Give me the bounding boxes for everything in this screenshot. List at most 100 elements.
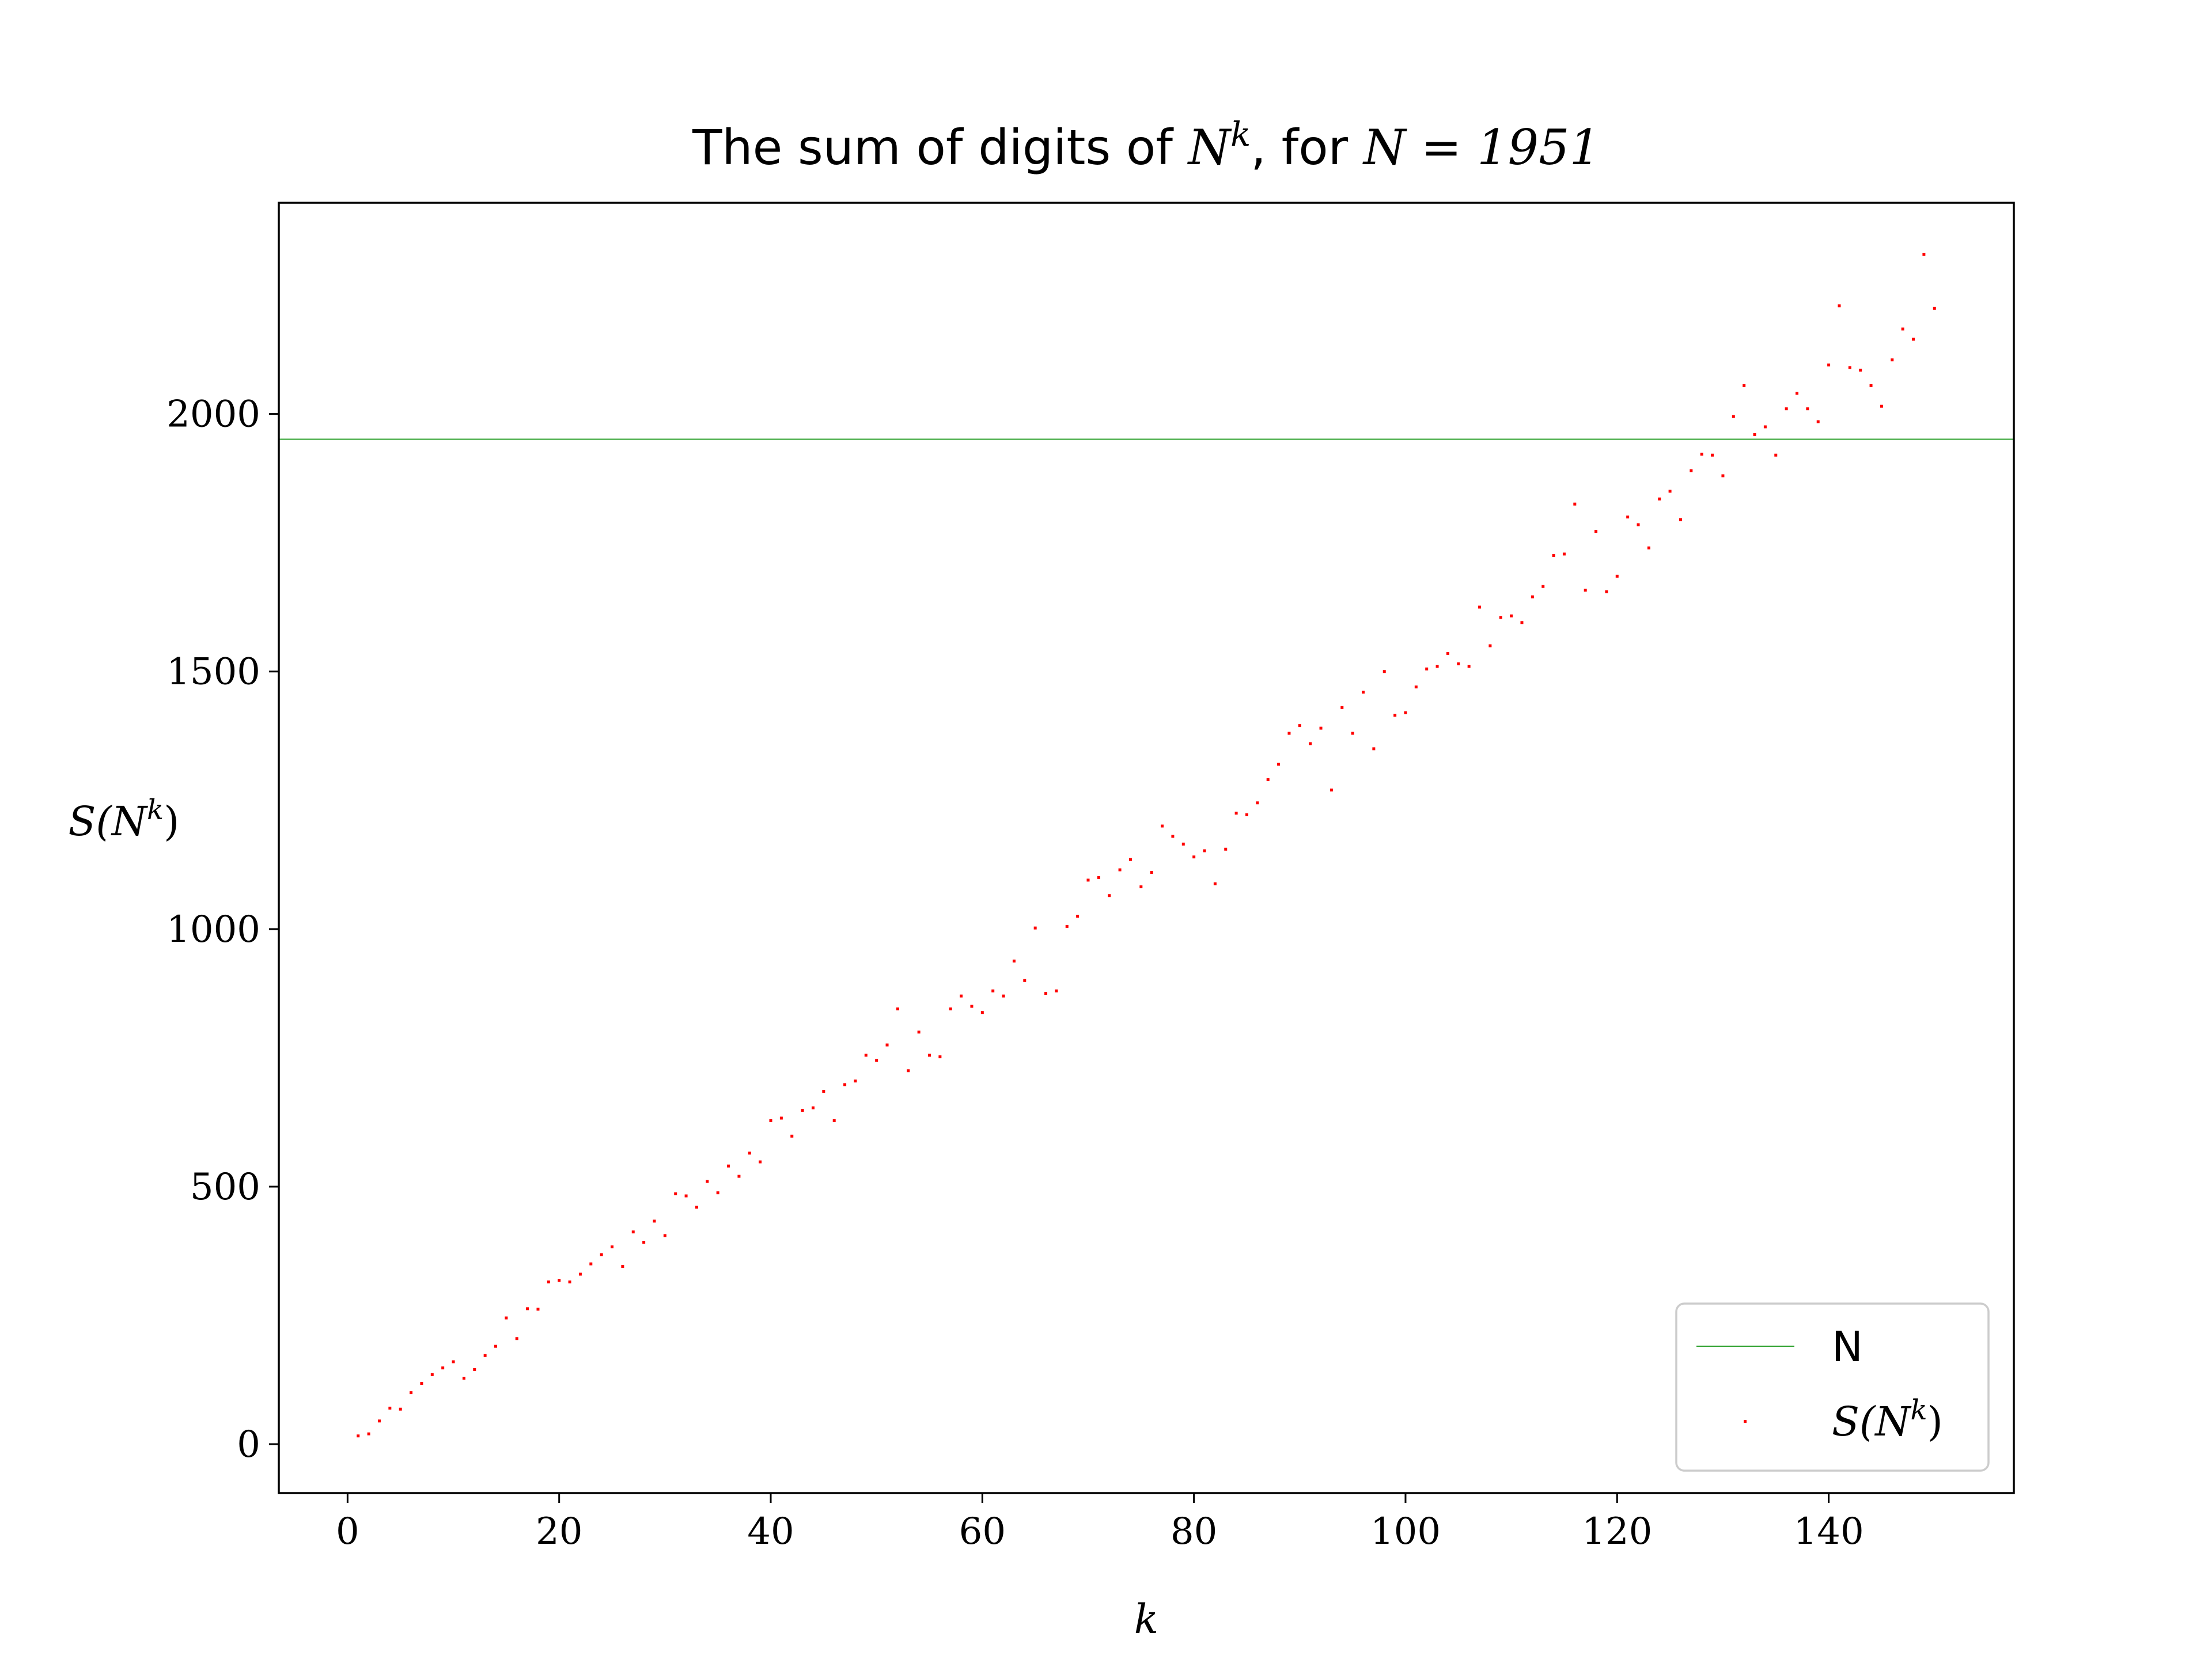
data-point (1171, 835, 1175, 838)
data-point (1552, 554, 1555, 558)
data-point (748, 1152, 751, 1155)
data-point (1234, 812, 1238, 815)
data-point (473, 1368, 476, 1371)
x-tick-label: 0 (336, 1510, 359, 1553)
data-point (991, 989, 995, 993)
legend: N S(Nk) (1675, 1302, 1990, 1472)
data-point (706, 1180, 709, 1183)
legend-label-series: S(Nk) (1832, 1394, 1943, 1445)
data-point (388, 1406, 392, 1410)
data-point (1181, 842, 1185, 846)
title-eq: N = 1951 (1362, 119, 1600, 176)
data-point (1838, 304, 1841, 308)
data-point (1488, 644, 1492, 647)
data-point (430, 1373, 434, 1376)
data-point (1404, 711, 1407, 714)
x-tick-label: 80 (1171, 1510, 1217, 1553)
data-point (1562, 552, 1566, 556)
data-point (1044, 992, 1048, 995)
data-point (589, 1262, 593, 1266)
data-point (1277, 763, 1281, 766)
data-point (1774, 453, 1778, 457)
data-point (949, 1007, 952, 1010)
data-point (568, 1280, 571, 1283)
title-exp: k (1230, 115, 1251, 154)
data-point (410, 1391, 413, 1395)
data-point (737, 1175, 741, 1178)
data-point (1584, 588, 1587, 592)
data-point (907, 1069, 910, 1073)
data-point (1065, 925, 1069, 928)
data-point (1012, 959, 1016, 963)
x-tick-label: 120 (1582, 1510, 1652, 1553)
data-point (769, 1119, 772, 1122)
legend-series-close: ) (1927, 1398, 1943, 1445)
data-point (377, 1419, 381, 1423)
data-point (653, 1219, 656, 1223)
data-point (684, 1194, 688, 1198)
data-point (1637, 523, 1640, 527)
data-point (1203, 849, 1206, 853)
data-point (1647, 546, 1650, 550)
data-point (896, 1007, 899, 1010)
y-label-exp: k (147, 794, 164, 826)
data-point (1213, 882, 1217, 885)
data-point (1002, 994, 1005, 998)
data-point (980, 1011, 984, 1014)
y-tick-label: 1000 (166, 908, 260, 951)
data-point (1711, 453, 1714, 457)
data-point (1912, 338, 1915, 341)
data-point (1150, 870, 1153, 874)
data-point (1287, 732, 1291, 735)
data-point (1531, 595, 1534, 599)
data-point (452, 1360, 455, 1363)
y-tick-label: 1500 (166, 651, 260, 694)
x-axis-ticks: 0 20 40 60 80 100 120 140 (336, 1493, 1864, 1553)
data-point (1785, 407, 1788, 411)
data-point (917, 1031, 921, 1034)
data-point (1382, 670, 1386, 673)
data-point (970, 1005, 974, 1008)
data-point (1055, 989, 1058, 993)
data-point (1467, 665, 1471, 668)
data-point (1848, 366, 1851, 369)
data-point (1658, 497, 1661, 501)
data-point (1192, 855, 1196, 859)
data-point (885, 1043, 889, 1047)
data-point (674, 1192, 677, 1195)
x-tick-label: 140 (1794, 1510, 1864, 1553)
data-point (399, 1407, 402, 1411)
legend-marker-swatch (1744, 1420, 1747, 1423)
data-point (695, 1206, 698, 1209)
data-point (1457, 662, 1460, 665)
data-point (1351, 732, 1354, 735)
data-point (811, 1106, 815, 1109)
data-point (1266, 778, 1270, 782)
data-point (367, 1432, 370, 1435)
data-point (1922, 252, 1926, 256)
data-point (1245, 813, 1248, 816)
data-point (1827, 363, 1831, 367)
data-point (1869, 384, 1873, 387)
data-point (494, 1344, 497, 1348)
data-point (1478, 605, 1482, 609)
data-point (1796, 392, 1798, 395)
data-point (1425, 667, 1429, 671)
data-point (759, 1160, 762, 1164)
data-point (1721, 474, 1725, 478)
data-point (875, 1059, 878, 1062)
data-point (357, 1434, 360, 1438)
y-tick-label: 2000 (166, 393, 260, 436)
data-point (1076, 914, 1080, 918)
x-tick-label: 60 (959, 1510, 1006, 1553)
x-tick-label: 20 (536, 1510, 582, 1553)
data-point (1128, 858, 1132, 861)
title-prefix: The sum of digits of (692, 119, 1188, 176)
data-point (462, 1377, 465, 1380)
data-point (1033, 926, 1037, 930)
y-axis-ticks: 0 500 1000 1500 2000 (166, 393, 279, 1466)
title-base: N (1187, 119, 1232, 176)
data-point (1753, 433, 1756, 436)
data-point (1679, 518, 1682, 521)
